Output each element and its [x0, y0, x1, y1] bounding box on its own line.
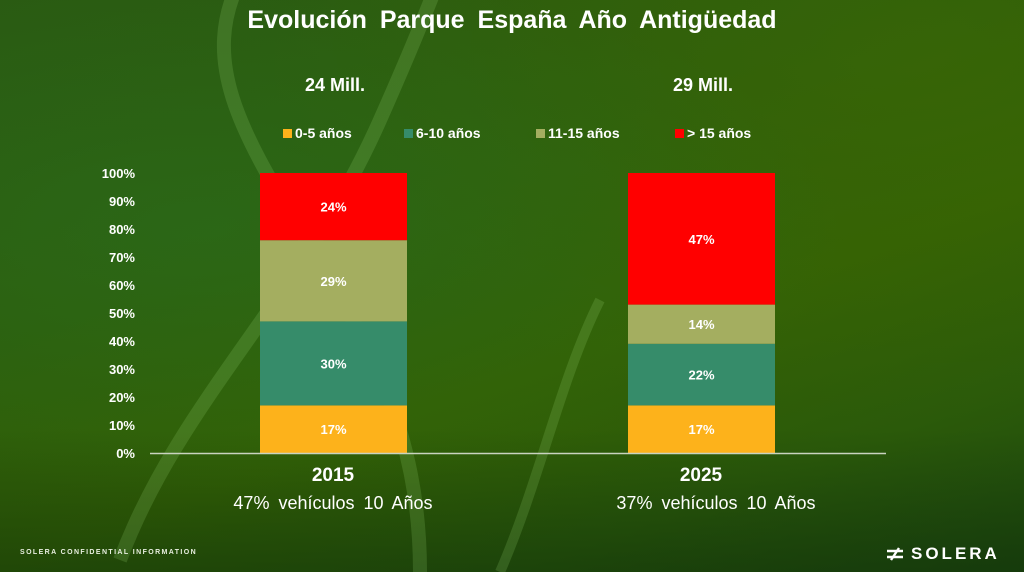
- total-2025: 29 Mill.: [672, 75, 734, 95]
- bar-segment-2015-2: [260, 240, 407, 322]
- legend-label: > 15 años: [687, 125, 752, 141]
- legend: 0-5 años 6-10 años 11-15 años > 15 años: [0, 125, 1024, 145]
- data-label: 47%: [688, 232, 714, 247]
- y-tick-label: 20%: [109, 390, 135, 405]
- solera-logo: SOLERA: [885, 544, 1000, 564]
- bar-segment-2015-0: [260, 405, 407, 453]
- legend-swatch: [404, 128, 413, 138]
- bar-segment-2025-1: [628, 343, 775, 406]
- category-label-2025: 2025: [679, 465, 723, 486]
- y-tick-label: 10%: [109, 418, 135, 433]
- y-tick-label: 70%: [109, 250, 135, 265]
- chart-title: Evolución Parque España Año Antigüedad: [247, 6, 777, 34]
- bar-segment-2025-0: [628, 405, 775, 453]
- y-tick-label: 40%: [109, 334, 135, 349]
- legend-item-over-15: > 15 años: [675, 125, 751, 141]
- brand-name: SOLERA: [911, 544, 1000, 563]
- legend-swatch: [283, 128, 292, 138]
- legend-swatch: [675, 128, 684, 138]
- y-axis: 0% 10% 20% 30% 40% 50% 60% 70% 80% 90% 100%: [102, 166, 136, 461]
- data-label: 24%: [320, 200, 346, 215]
- bar-segment-2025-3: [628, 173, 775, 305]
- y-tick-label: 90%: [109, 194, 135, 209]
- legend-item-11-15: 11-15 años: [536, 125, 620, 141]
- total-2015: 24 Mill.: [304, 75, 366, 95]
- legend-label: 0-5 años: [295, 125, 352, 141]
- data-label: 22%: [688, 368, 714, 383]
- y-tick-label: 30%: [109, 362, 135, 377]
- category-note-2015: 47% vehículos 10 Años: [233, 493, 433, 513]
- bars: 17% 30% 29% 24% 17% 22% 14% 47%: [260, 173, 775, 453]
- y-tick-label: 80%: [109, 222, 135, 237]
- y-tick-label: 60%: [109, 278, 135, 293]
- bar-segment-2015-3: [260, 173, 407, 241]
- solera-logo-icon: [887, 547, 903, 561]
- y-tick-label: 100%: [102, 166, 136, 181]
- data-label: 17%: [320, 422, 346, 437]
- category-label-2015: 2015: [311, 465, 355, 486]
- confidential-notice: SOLERA CONFIDENTIAL INFORMATION: [20, 549, 198, 556]
- legend-swatch: [536, 128, 545, 138]
- y-tick-label: 50%: [109, 306, 135, 321]
- y-tick-label: 0%: [116, 446, 135, 461]
- legend-item-0-5: 0-5 años: [283, 125, 352, 141]
- bar-segment-2015-1: [260, 321, 407, 406]
- legend-label: 11-15 años: [548, 125, 620, 141]
- data-label: 30%: [320, 356, 346, 371]
- bar-segment-2025-2: [628, 304, 775, 344]
- data-label: 17%: [688, 422, 714, 437]
- category-note-2025: 37% vehículos 10 Años: [616, 493, 816, 513]
- data-label: 14%: [688, 317, 714, 332]
- data-label: 29%: [320, 274, 346, 289]
- legend-item-6-10: 6-10 años: [404, 125, 481, 141]
- legend-label: 6-10 años: [416, 125, 481, 141]
